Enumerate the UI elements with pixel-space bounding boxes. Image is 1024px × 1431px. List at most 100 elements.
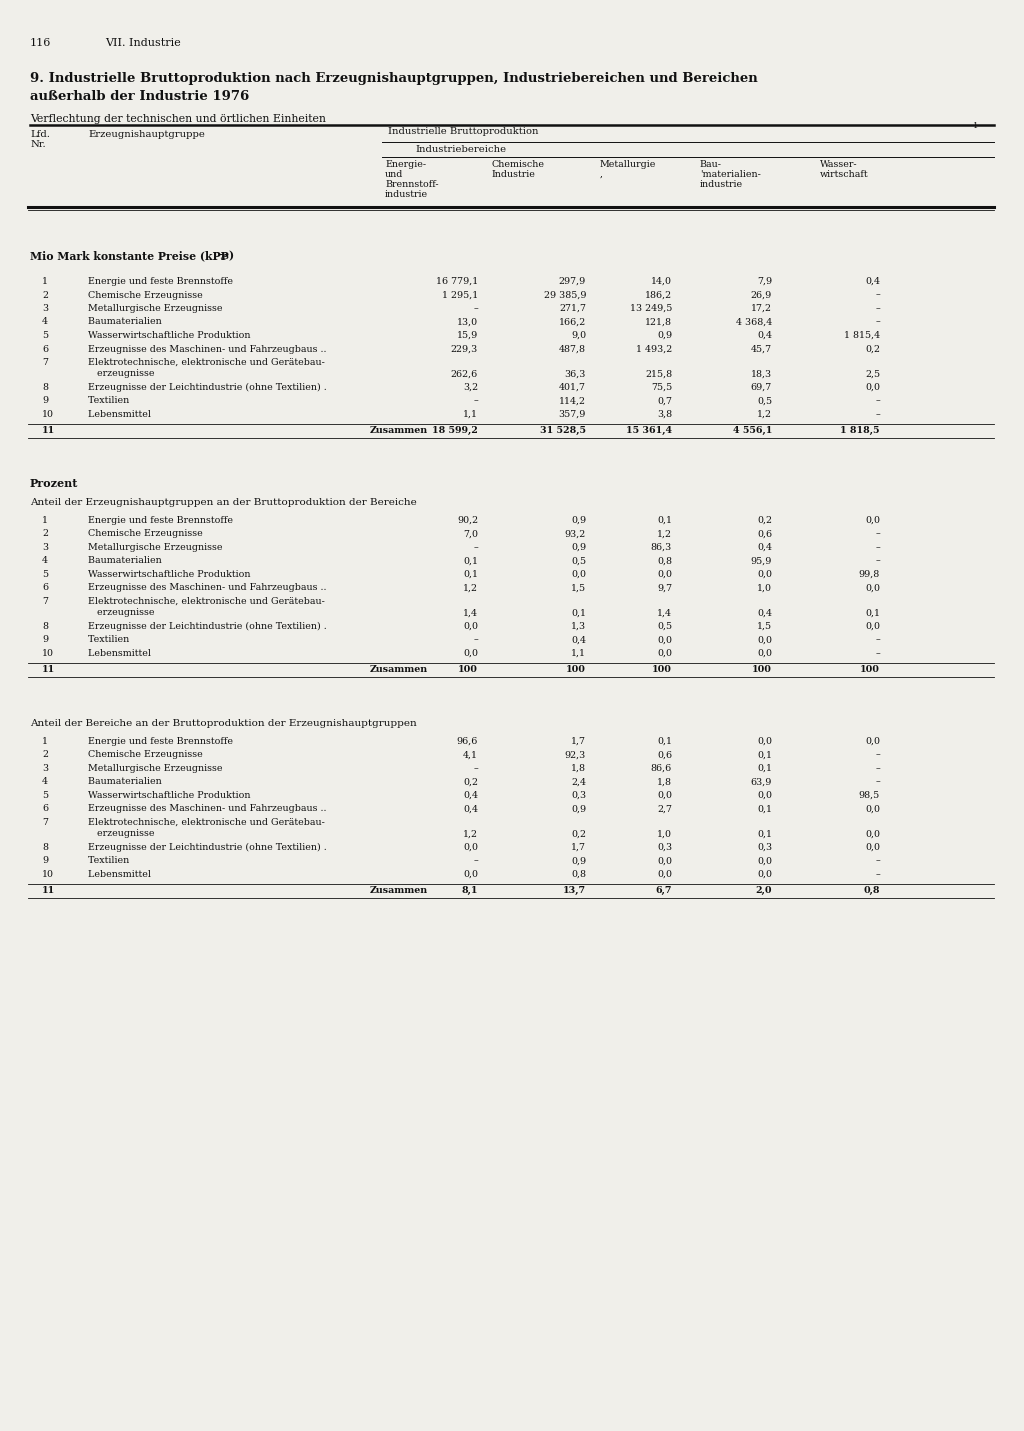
Text: –: – — [876, 856, 880, 866]
Text: erzeugnisse: erzeugnisse — [88, 830, 316, 839]
Text: 0,7: 0,7 — [657, 396, 672, 405]
Text: 0,9: 0,9 — [570, 517, 586, 525]
Text: Chemische Erzeugnisse: Chemische Erzeugnisse — [88, 750, 308, 760]
Text: 271,7: 271,7 — [559, 303, 586, 313]
Text: 1,1: 1,1 — [571, 648, 586, 658]
Text: 10: 10 — [42, 870, 54, 879]
Text: –: – — [876, 290, 880, 299]
Text: 0,2: 0,2 — [865, 345, 880, 353]
Text: –: – — [876, 409, 880, 419]
Text: 9: 9 — [42, 396, 48, 405]
Text: 5: 5 — [42, 791, 48, 800]
Text: 100: 100 — [652, 665, 672, 674]
Text: VII. Industrie: VII. Industrie — [105, 39, 181, 49]
Text: 1,1: 1,1 — [463, 409, 478, 419]
Text: 93,2: 93,2 — [565, 529, 586, 538]
Text: Erzeugnisse des Maschinen- und Fahrzeugbaus ..: Erzeugnisse des Maschinen- und Fahrzeugb… — [88, 345, 327, 353]
Text: 3: 3 — [42, 764, 48, 773]
Text: 1 493,2: 1 493,2 — [636, 345, 672, 353]
Text: 100: 100 — [860, 665, 880, 674]
Text: 1,2: 1,2 — [463, 584, 478, 592]
Text: Elektrotechnische, elektronische und Gerätebau-: Elektrotechnische, elektronische und Ger… — [88, 819, 325, 827]
Text: Industrielle Bruttoproduktion: Industrielle Bruttoproduktion — [388, 127, 539, 136]
Text: 6: 6 — [42, 584, 48, 592]
Text: 0,2: 0,2 — [463, 777, 478, 787]
Text: Textilien: Textilien — [88, 635, 294, 644]
Text: 5: 5 — [42, 331, 48, 341]
Text: Zusammen: Zusammen — [370, 426, 428, 435]
Text: Textilien: Textilien — [88, 396, 294, 405]
Text: 0,0: 0,0 — [865, 830, 880, 839]
Text: 0,0: 0,0 — [657, 570, 672, 580]
Text: 4: 4 — [42, 318, 48, 326]
Text: 6,7: 6,7 — [655, 886, 672, 896]
Text: Bau-: Bau- — [700, 160, 722, 169]
Text: Elektrotechnische, elektronische und Gerätebau-: Elektrotechnische, elektronische und Ger… — [88, 597, 325, 605]
Text: 11: 11 — [42, 426, 55, 435]
Text: 9. Industrielle Bruttoproduktion nach Erzeugnishauptgruppen, Industriebereichen : 9. Industrielle Bruttoproduktion nach Er… — [30, 72, 758, 84]
Text: 1 815,4: 1 815,4 — [844, 331, 880, 341]
Text: 63,9: 63,9 — [751, 777, 772, 787]
Text: Wasserwirtschaftliche Produktion: Wasserwirtschaftliche Produktion — [88, 791, 313, 800]
Text: 'materialien-: 'materialien- — [700, 170, 761, 179]
Text: 3: 3 — [42, 303, 48, 313]
Text: 15,9: 15,9 — [457, 331, 478, 341]
Text: 7,9: 7,9 — [757, 278, 772, 286]
Text: 0,4: 0,4 — [571, 635, 586, 644]
Text: 262,6: 262,6 — [451, 369, 478, 378]
Text: –: – — [473, 856, 478, 866]
Text: 1,2: 1,2 — [757, 409, 772, 419]
Text: Lfd.: Lfd. — [30, 130, 50, 139]
Text: 15 361,4: 15 361,4 — [626, 426, 672, 435]
Text: 8: 8 — [42, 843, 48, 851]
Text: 297,9: 297,9 — [559, 278, 586, 286]
Text: 166,2: 166,2 — [559, 318, 586, 326]
Text: 1,0: 1,0 — [657, 830, 672, 839]
Text: –: – — [876, 870, 880, 879]
Text: 1: 1 — [42, 737, 48, 746]
Text: erzeugnisse: erzeugnisse — [88, 608, 316, 617]
Text: 0,0: 0,0 — [865, 384, 880, 392]
Text: 7: 7 — [42, 819, 48, 827]
Text: Elektrotechnische, elektronische und Gerätebau-: Elektrotechnische, elektronische und Ger… — [88, 358, 325, 366]
Text: 1,5: 1,5 — [757, 622, 772, 631]
Text: 7,0: 7,0 — [463, 529, 478, 538]
Text: –: – — [876, 777, 880, 787]
Text: Wasser-: Wasser- — [820, 160, 858, 169]
Text: 13,0: 13,0 — [457, 318, 478, 326]
Text: Industriebereiche: Industriebereiche — [415, 145, 506, 155]
Text: 0,1: 0,1 — [757, 830, 772, 839]
Text: 29 385,9: 29 385,9 — [544, 290, 586, 299]
Text: Anteil der Erzeugnishauptgruppen an der Bruttoproduktion der Bereiche: Anteil der Erzeugnishauptgruppen an der … — [30, 498, 417, 507]
Text: –: – — [473, 396, 478, 405]
Text: Energie und feste Brennstoffe: Energie und feste Brennstoffe — [88, 517, 311, 525]
Text: 8: 8 — [42, 384, 48, 392]
Text: 1,4: 1,4 — [657, 608, 672, 617]
Text: 0,5: 0,5 — [656, 622, 672, 631]
Text: 1: 1 — [42, 278, 48, 286]
Text: Chemische: Chemische — [492, 160, 545, 169]
Text: 2: 2 — [42, 290, 48, 299]
Text: 0,0: 0,0 — [463, 622, 478, 631]
Text: 2,4: 2,4 — [571, 777, 586, 787]
Text: 69,7: 69,7 — [751, 384, 772, 392]
Text: 17,2: 17,2 — [751, 303, 772, 313]
Text: 0,0: 0,0 — [657, 791, 672, 800]
Text: 0,1: 0,1 — [757, 750, 772, 760]
Text: 0,1: 0,1 — [571, 608, 586, 617]
Text: 13 249,5: 13 249,5 — [630, 303, 672, 313]
Text: 0,4: 0,4 — [757, 331, 772, 341]
Text: Chemische Erzeugnisse: Chemische Erzeugnisse — [88, 529, 308, 538]
Text: –: – — [876, 648, 880, 658]
Text: 0,0: 0,0 — [757, 737, 772, 746]
Text: 0,5: 0,5 — [570, 557, 586, 565]
Text: 0,4: 0,4 — [463, 791, 478, 800]
Text: Zusammen: Zusammen — [370, 886, 428, 896]
Text: 1,2: 1,2 — [657, 529, 672, 538]
Text: 6: 6 — [42, 345, 48, 353]
Text: 1: 1 — [973, 122, 978, 130]
Text: 0,0: 0,0 — [865, 622, 880, 631]
Text: Brennstoff-: Brennstoff- — [385, 180, 438, 189]
Text: 6: 6 — [42, 804, 48, 813]
Text: 0,4: 0,4 — [757, 608, 772, 617]
